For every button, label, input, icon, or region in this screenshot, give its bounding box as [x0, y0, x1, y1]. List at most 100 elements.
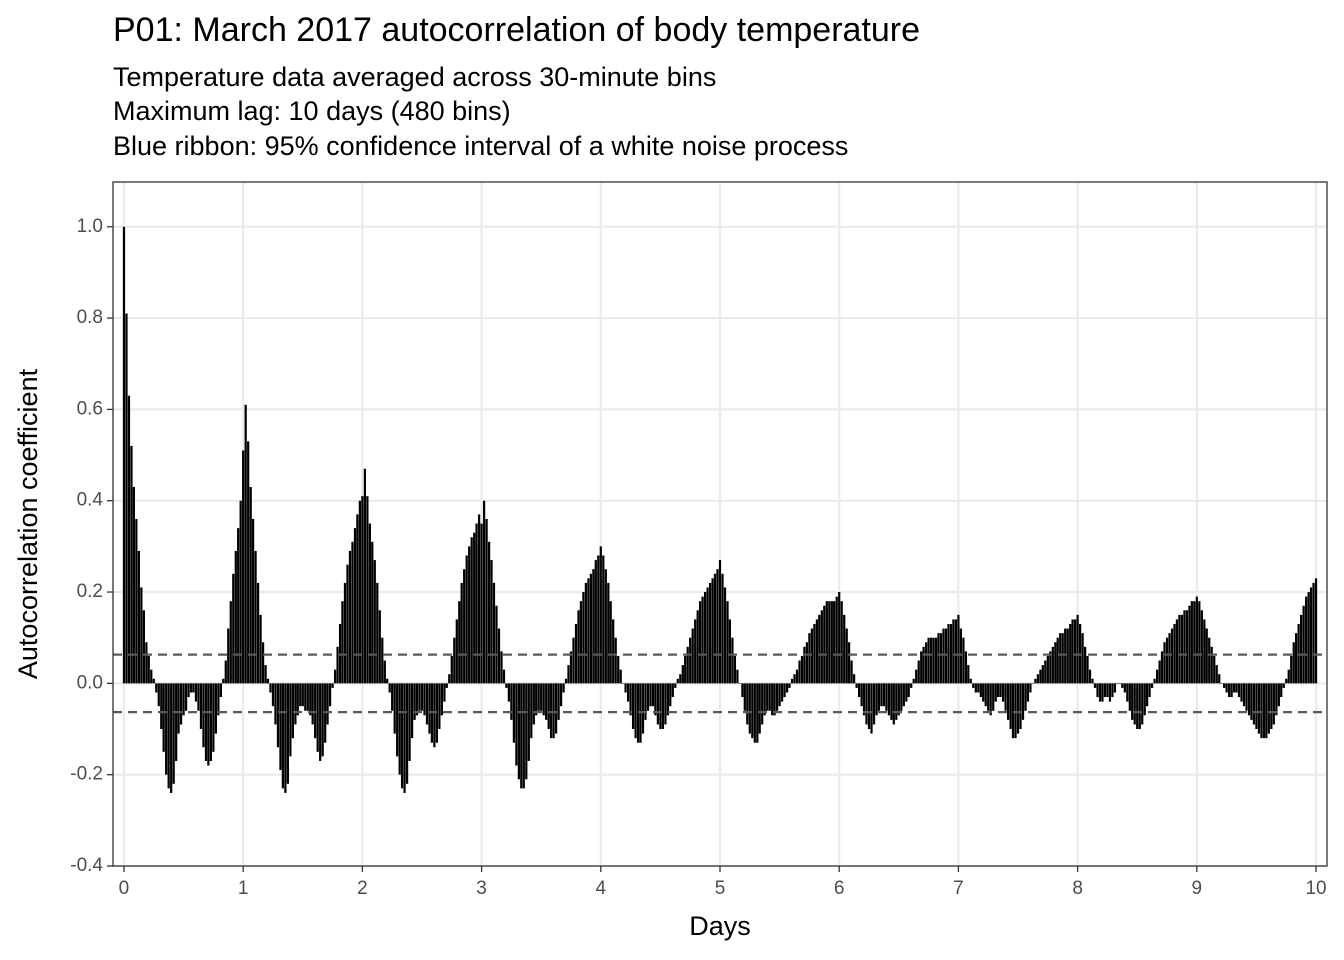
- x-tick-label: 4: [596, 878, 607, 899]
- bar: [535, 683, 538, 716]
- bar: [982, 683, 985, 702]
- bar: [1076, 614, 1079, 684]
- bar: [192, 683, 195, 693]
- y-tick-label: 0.8: [77, 307, 103, 328]
- bar: [244, 404, 247, 684]
- bar: [768, 683, 771, 711]
- bar: [281, 683, 284, 789]
- bar: [924, 642, 928, 684]
- bar: [142, 610, 145, 684]
- bar: [212, 683, 215, 752]
- bar: [778, 683, 781, 707]
- bar: [463, 569, 466, 684]
- bar: [1141, 683, 1144, 725]
- bar: [1126, 683, 1129, 702]
- bar: [572, 637, 575, 684]
- bar: [800, 655, 804, 684]
- bar: [823, 605, 826, 684]
- bar: [415, 683, 419, 716]
- bar: [455, 619, 458, 684]
- bar: [1183, 610, 1186, 684]
- bar: [219, 683, 222, 698]
- bar: [1270, 683, 1273, 730]
- bar: [1093, 683, 1097, 688]
- bar: [167, 683, 170, 789]
- bar: [798, 660, 801, 684]
- bar: [569, 651, 573, 684]
- bar: [381, 637, 384, 684]
- bar: [1128, 683, 1131, 711]
- bar: [1180, 614, 1184, 684]
- subtitle: Temperature data averaged across 30-minu…: [113, 62, 716, 92]
- x-tick-label: 9: [1192, 878, 1203, 899]
- bar: [368, 523, 372, 684]
- bar: [1178, 614, 1181, 684]
- bar: [1205, 628, 1208, 684]
- bar: [845, 628, 848, 684]
- bar: [1054, 642, 1057, 684]
- bar: [400, 683, 404, 789]
- bar: [723, 587, 727, 684]
- bar: [1275, 683, 1278, 716]
- bar: [480, 523, 483, 684]
- bar: [1193, 601, 1196, 684]
- bar: [453, 637, 456, 684]
- bar: [564, 678, 568, 684]
- bar: [182, 683, 185, 716]
- bar: [443, 683, 446, 702]
- bar: [818, 614, 821, 684]
- bar: [1131, 683, 1134, 720]
- bar: [234, 550, 237, 684]
- bar: [691, 628, 694, 684]
- bar: [545, 683, 548, 720]
- bar: [666, 683, 670, 716]
- bar: [396, 683, 399, 757]
- bar: [669, 683, 672, 707]
- bar: [785, 683, 789, 693]
- bar: [813, 623, 816, 684]
- bar: [408, 683, 411, 761]
- bar: [410, 683, 414, 739]
- bar: [542, 683, 545, 716]
- bar: [1247, 683, 1251, 716]
- bar: [1101, 683, 1104, 702]
- bar: [835, 596, 838, 684]
- bar: [366, 496, 369, 684]
- bar: [703, 592, 707, 684]
- bar: [333, 669, 337, 684]
- bar: [867, 683, 871, 730]
- bar: [1228, 683, 1231, 698]
- x-tick-label: 10: [1305, 878, 1326, 899]
- bar: [1282, 683, 1285, 688]
- bar: [1096, 683, 1099, 698]
- bar: [626, 683, 630, 702]
- bar: [1001, 683, 1005, 702]
- bar: [460, 582, 463, 684]
- bar: [721, 573, 724, 684]
- bar: [294, 683, 297, 725]
- y-tick-label: 1.0: [77, 216, 103, 237]
- bar: [502, 669, 506, 684]
- bar: [557, 683, 560, 720]
- subtitle: Maximum lag: 10 days (480 bins): [113, 96, 511, 126]
- y-tick-label: 0.2: [77, 581, 103, 602]
- bar: [833, 601, 836, 684]
- bar: [251, 518, 255, 684]
- bar: [217, 683, 220, 716]
- bar: [599, 546, 602, 684]
- bar: [567, 665, 570, 684]
- bar: [865, 683, 868, 725]
- bar: [319, 683, 322, 761]
- bar: [771, 683, 774, 716]
- bar: [674, 683, 677, 688]
- bar: [398, 683, 401, 775]
- bar: [204, 683, 208, 761]
- bar: [1213, 655, 1216, 684]
- bar: [1019, 683, 1022, 730]
- bar: [1218, 674, 1221, 684]
- bar: [587, 578, 590, 684]
- bar: [607, 582, 610, 684]
- bar: [264, 665, 267, 684]
- bar: [651, 683, 655, 707]
- bar: [177, 683, 180, 734]
